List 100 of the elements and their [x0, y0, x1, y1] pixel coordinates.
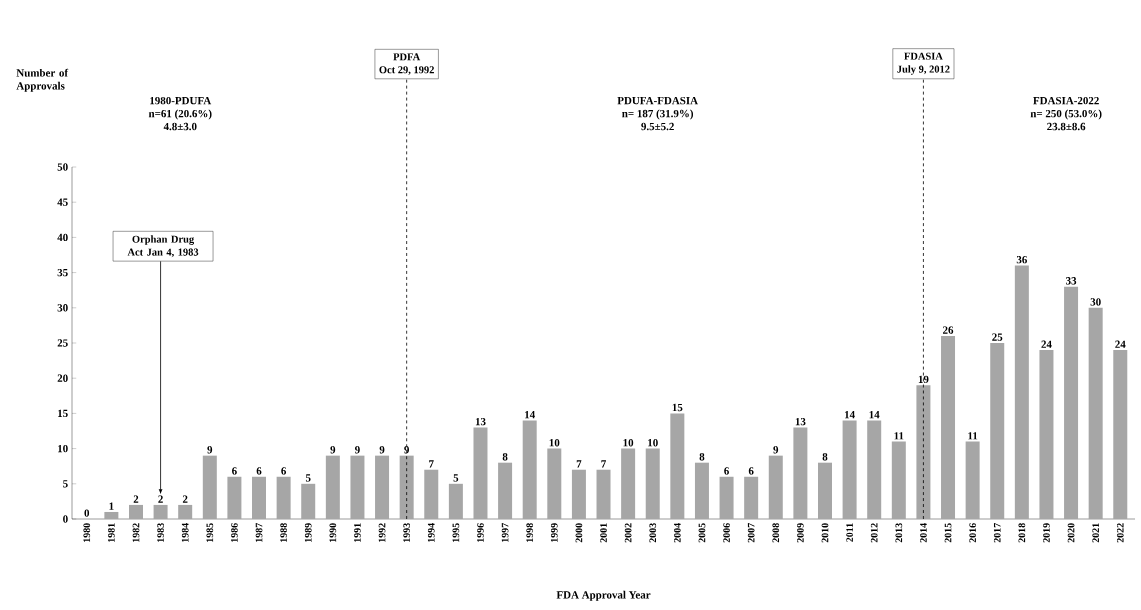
data-label: 7	[601, 460, 606, 468]
data-label: 6	[256, 467, 262, 475]
bar	[350, 455, 365, 519]
text: 9.5±5.2	[641, 122, 674, 131]
x-tick-label: 1980	[83, 523, 91, 542]
text: PDUFA-FDASIA	[617, 96, 698, 105]
x-tick-label: 2002	[624, 523, 632, 543]
data-label: 30	[1090, 298, 1101, 306]
x-tick-label: 2004	[673, 523, 681, 543]
x-tick-label: 2010	[821, 523, 829, 543]
x-tick-label: 2019	[1043, 523, 1050, 543]
x-tick-label: 1985	[206, 523, 214, 542]
x-tick-label: 2009	[797, 523, 804, 543]
data-label: 6	[748, 467, 754, 475]
bar	[571, 469, 586, 519]
x-tick-label: 2021	[1092, 523, 1100, 543]
data-label: 7	[576, 460, 582, 468]
bar	[645, 448, 660, 519]
bar	[916, 385, 931, 519]
bar	[965, 441, 980, 519]
data-label: 0	[84, 509, 90, 517]
data-label: 10	[623, 439, 634, 447]
bar	[670, 413, 685, 519]
x-tick-label: 1986	[231, 523, 238, 542]
bar	[990, 343, 1005, 519]
data-label: 2	[182, 495, 188, 503]
bar	[1113, 350, 1128, 519]
bar	[793, 427, 808, 519]
bar	[128, 504, 143, 519]
text: Oct 29, 1992	[379, 66, 434, 75]
y-tick-label: 15	[58, 409, 68, 418]
x-tick-label: 1981	[108, 523, 115, 542]
x-tick-label: 1990	[329, 523, 337, 542]
y-tick-label: 35	[57, 268, 68, 277]
data-label: 2	[158, 495, 163, 503]
y-tick-label: 30	[57, 304, 68, 312]
bar	[522, 420, 537, 519]
text: FDASIA-2022	[1033, 96, 1099, 105]
data-label: 19	[918, 375, 929, 384]
text: n=61 (20.6%)	[148, 109, 212, 120]
data-label: 7	[429, 460, 434, 468]
bar	[694, 462, 709, 519]
x-tick-label: 2016	[969, 523, 976, 543]
data-label: 13	[795, 417, 806, 426]
x-tick-label: 1989	[304, 523, 312, 542]
bar	[301, 483, 316, 519]
bar	[276, 476, 291, 519]
data-label: 15	[672, 403, 683, 412]
x-tick-label: 2011	[846, 523, 853, 542]
bar	[768, 455, 783, 519]
x-tick-label: 1988	[280, 523, 287, 542]
x-tick-label: 2017	[993, 523, 1001, 543]
x-tick-label: 1995	[452, 523, 460, 542]
bar	[1014, 265, 1029, 519]
data-label: 8	[822, 453, 828, 461]
x-tick-label: 2015	[944, 523, 952, 543]
bar	[596, 469, 611, 519]
text: 4.8±3.0	[163, 122, 197, 131]
x-tick-label: 1982	[132, 523, 140, 542]
text: n= 187 (31.9%)	[622, 109, 694, 120]
data-label: 24	[1115, 340, 1126, 348]
bar	[842, 420, 857, 519]
x-tick-label: 2000	[575, 523, 583, 543]
y-tick-label: 50	[57, 163, 68, 171]
x-tick-label: 1996	[477, 523, 484, 542]
data-label: 25	[992, 333, 1003, 341]
data-label: 1	[109, 502, 114, 510]
data-label: 9	[355, 446, 360, 454]
bar	[178, 504, 193, 519]
data-label: 14	[844, 411, 855, 419]
x-tick-label: 2001	[600, 523, 607, 543]
bar	[399, 455, 414, 519]
data-label: 9	[773, 446, 779, 454]
bar	[867, 420, 882, 519]
bar	[891, 441, 906, 519]
bar	[744, 476, 759, 519]
data-label: 9	[379, 446, 385, 454]
x-tick-label: 2008	[772, 523, 780, 543]
data-label: 5	[453, 474, 459, 482]
x-tick-label: 1984	[181, 523, 189, 542]
bar	[473, 427, 488, 519]
bar	[153, 504, 168, 519]
data-label: 11	[894, 432, 904, 440]
x-tick-label: 1983	[157, 523, 164, 542]
data-label: 11	[968, 432, 978, 440]
annotation: Orphan Drug Act Jan 4, 1983	[127, 235, 199, 258]
x-tick-label: 2022	[1116, 523, 1124, 543]
bar	[325, 455, 340, 519]
data-label: 2	[133, 495, 139, 503]
x-tick-label: 1994	[427, 523, 435, 542]
data-label: 9	[207, 446, 213, 454]
y-tick-label: 10	[58, 444, 68, 453]
text: July 9, 2012	[897, 65, 950, 75]
x-tick-label: 1987	[255, 523, 263, 542]
bar	[202, 455, 217, 519]
x-tick-label: 1992	[378, 523, 386, 542]
bar	[1064, 286, 1079, 519]
data-label: 13	[475, 417, 486, 426]
data-label: 8	[502, 453, 508, 461]
text: n= 250 (53.0%)	[1030, 109, 1102, 120]
